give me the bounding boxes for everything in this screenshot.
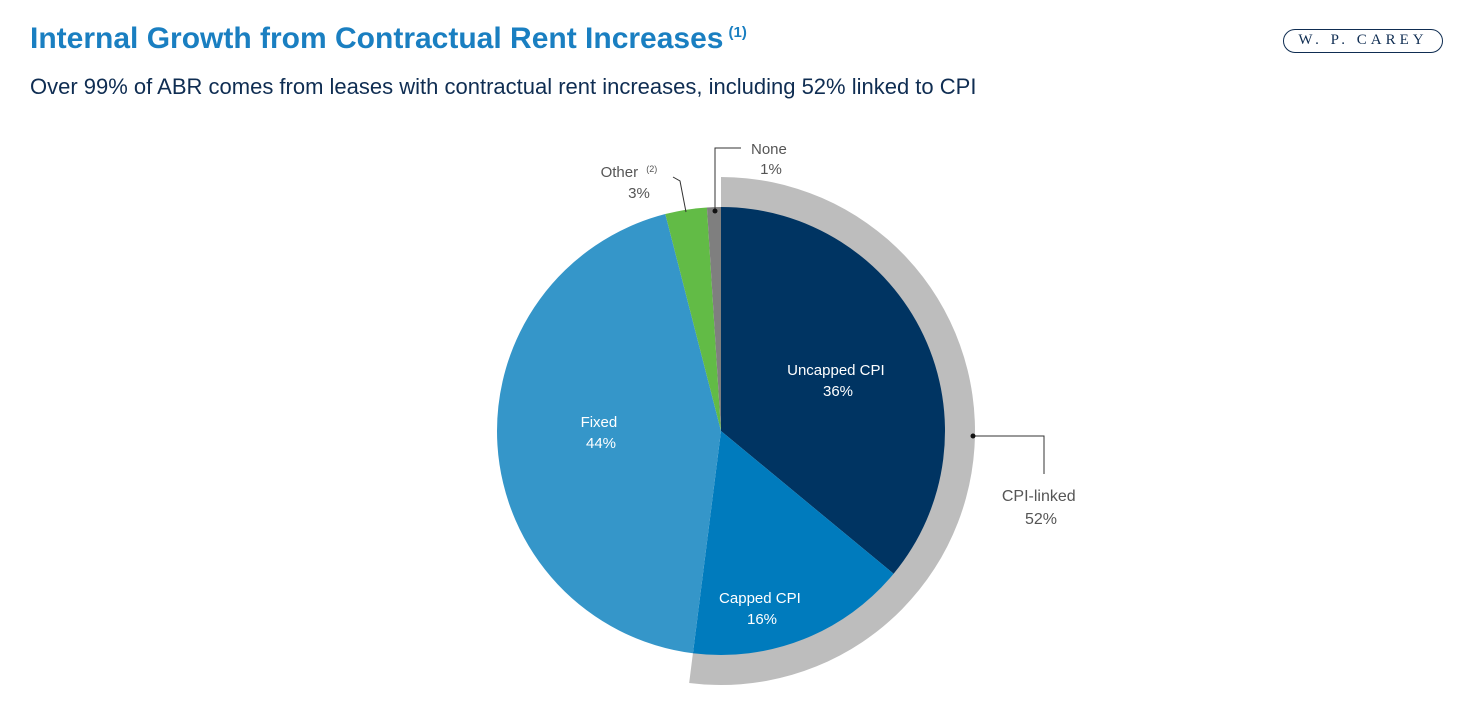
label-fixed-value: 44% <box>586 435 616 452</box>
leader-none-dot <box>712 208 718 214</box>
label-capped-cpi: Capped CPI 16% <box>719 590 805 628</box>
slice-none <box>706 207 721 431</box>
label-capped-cpi-value: 16% <box>747 611 777 628</box>
slice-fixed <box>496 214 721 654</box>
leader-cpi-linked-dot <box>970 433 976 439</box>
label-none-value: 1% <box>760 161 782 178</box>
slice-other <box>665 207 721 431</box>
slice-uncapped-cpi <box>721 207 946 574</box>
label-cpi-linked-value: 52% <box>1025 511 1057 528</box>
label-fixed: Fixed 44% <box>581 414 622 452</box>
page-subtitle: Over 99% of ABR comes from leases with c… <box>30 74 977 99</box>
title-footnote: (1) <box>728 24 747 41</box>
label-none-name: None <box>751 141 787 158</box>
title-text: Internal Growth from Contractual Rent In… <box>30 22 724 55</box>
label-cpi-linked: CPI-linked 52% <box>1002 488 1080 528</box>
label-other: Other (2) 3% <box>601 159 662 202</box>
company-logo: W. P. CAREY <box>1283 29 1443 53</box>
label-capped-cpi-name: Capped CPI <box>719 590 801 607</box>
label-other-note: (2) <box>646 164 657 174</box>
label-none: None 1% <box>751 141 791 178</box>
label-fixed-name: Fixed <box>581 414 618 431</box>
leader-cpi-linked <box>973 435 1045 474</box>
label-uncapped-cpi-name: Uncapped CPI <box>787 362 885 379</box>
page-title: Internal Growth from Contractual Rent In… <box>30 22 747 56</box>
label-other-name: Other <box>601 164 639 181</box>
label-uncapped-cpi: Uncapped CPI 36% <box>787 362 889 400</box>
slice-capped-cpi <box>692 431 894 655</box>
label-other-value: 3% <box>628 185 650 202</box>
label-uncapped-cpi-value: 36% <box>823 383 853 400</box>
leader-other <box>672 176 687 213</box>
leader-none <box>714 147 741 211</box>
label-cpi-linked-name: CPI-linked <box>1002 488 1076 505</box>
